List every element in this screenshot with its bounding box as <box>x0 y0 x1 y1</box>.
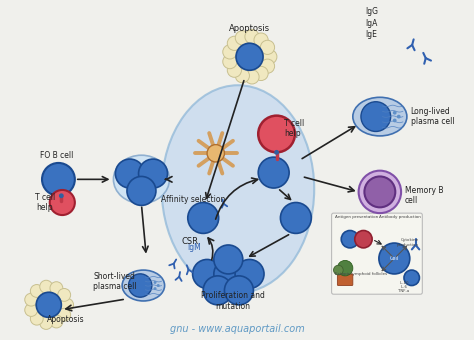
Circle shape <box>245 30 259 44</box>
Circle shape <box>235 69 249 83</box>
Circle shape <box>188 203 219 233</box>
Circle shape <box>207 144 225 162</box>
Ellipse shape <box>353 97 407 136</box>
Circle shape <box>334 265 343 275</box>
Ellipse shape <box>113 155 169 203</box>
Circle shape <box>341 231 359 248</box>
Text: Short-lived
plasma cell: Short-lived plasma cell <box>92 272 136 291</box>
Text: Proliferation and
mutation: Proliferation and mutation <box>201 291 265 311</box>
Text: T cell
help: T cell help <box>35 193 55 212</box>
Circle shape <box>223 45 237 59</box>
Circle shape <box>227 36 241 50</box>
Circle shape <box>214 245 243 274</box>
Circle shape <box>236 43 263 70</box>
Circle shape <box>58 308 71 321</box>
Circle shape <box>154 281 156 284</box>
Circle shape <box>115 159 145 188</box>
Circle shape <box>61 299 73 311</box>
FancyBboxPatch shape <box>332 213 422 294</box>
Circle shape <box>359 171 401 213</box>
Text: Antigen presentation: Antigen presentation <box>336 215 379 219</box>
Circle shape <box>128 274 152 297</box>
Circle shape <box>361 102 391 132</box>
Text: IgM: IgM <box>187 243 201 252</box>
Circle shape <box>138 159 167 188</box>
Circle shape <box>263 50 277 64</box>
Circle shape <box>223 54 237 69</box>
Circle shape <box>192 259 221 288</box>
Circle shape <box>274 150 279 155</box>
Text: Apoptosis: Apoptosis <box>229 24 270 33</box>
FancyBboxPatch shape <box>337 274 353 286</box>
Text: Ectopic lymphoid follicles: Ectopic lymphoid follicles <box>336 272 388 276</box>
Ellipse shape <box>162 85 314 293</box>
Circle shape <box>365 176 395 207</box>
Circle shape <box>281 203 311 233</box>
Text: Apoptosis: Apoptosis <box>47 315 85 324</box>
Text: Cell: Cell <box>390 256 399 261</box>
Circle shape <box>258 157 289 188</box>
Circle shape <box>40 317 53 329</box>
Text: Affinity selection: Affinity selection <box>161 194 226 204</box>
Text: IL-10
IL-6
TNF-a: IL-10 IL-6 TNF-a <box>398 281 410 293</box>
Circle shape <box>30 312 43 325</box>
Circle shape <box>393 111 397 115</box>
Circle shape <box>59 193 64 198</box>
Text: Long-lived
plasma cell: Long-lived plasma cell <box>411 107 455 126</box>
Circle shape <box>260 59 274 73</box>
Circle shape <box>203 276 232 305</box>
Circle shape <box>25 293 37 306</box>
Circle shape <box>225 276 254 305</box>
Circle shape <box>154 287 156 290</box>
Circle shape <box>227 63 241 77</box>
Circle shape <box>337 260 353 276</box>
Circle shape <box>42 163 75 196</box>
Circle shape <box>157 284 160 287</box>
Circle shape <box>127 176 156 205</box>
Circle shape <box>30 285 43 298</box>
Circle shape <box>379 243 410 274</box>
Circle shape <box>245 70 259 84</box>
Circle shape <box>40 280 53 293</box>
Circle shape <box>58 289 71 301</box>
Circle shape <box>50 190 75 215</box>
Text: CSR: CSR <box>181 237 198 246</box>
Circle shape <box>25 304 37 317</box>
Text: gnu - www.aquaportail.com: gnu - www.aquaportail.com <box>170 324 304 334</box>
Text: Antibody production: Antibody production <box>379 215 421 219</box>
Circle shape <box>235 31 249 45</box>
Circle shape <box>235 259 264 288</box>
Circle shape <box>393 119 397 122</box>
Ellipse shape <box>122 270 164 301</box>
Text: Cytokine
production: Cytokine production <box>396 238 419 247</box>
Text: T cell
help: T cell help <box>284 119 305 138</box>
Circle shape <box>214 259 243 288</box>
Circle shape <box>50 315 63 328</box>
Text: IgG
IgA
IgE: IgG IgA IgE <box>365 7 378 39</box>
Circle shape <box>260 40 274 54</box>
Circle shape <box>355 231 372 248</box>
Circle shape <box>50 282 63 294</box>
Text: FO B cell: FO B cell <box>40 151 73 160</box>
Circle shape <box>36 292 61 317</box>
Circle shape <box>404 270 419 286</box>
Circle shape <box>254 66 268 81</box>
Circle shape <box>254 33 268 47</box>
Circle shape <box>258 116 295 152</box>
Circle shape <box>397 115 401 119</box>
Text: Memory B
cell: Memory B cell <box>405 186 444 205</box>
